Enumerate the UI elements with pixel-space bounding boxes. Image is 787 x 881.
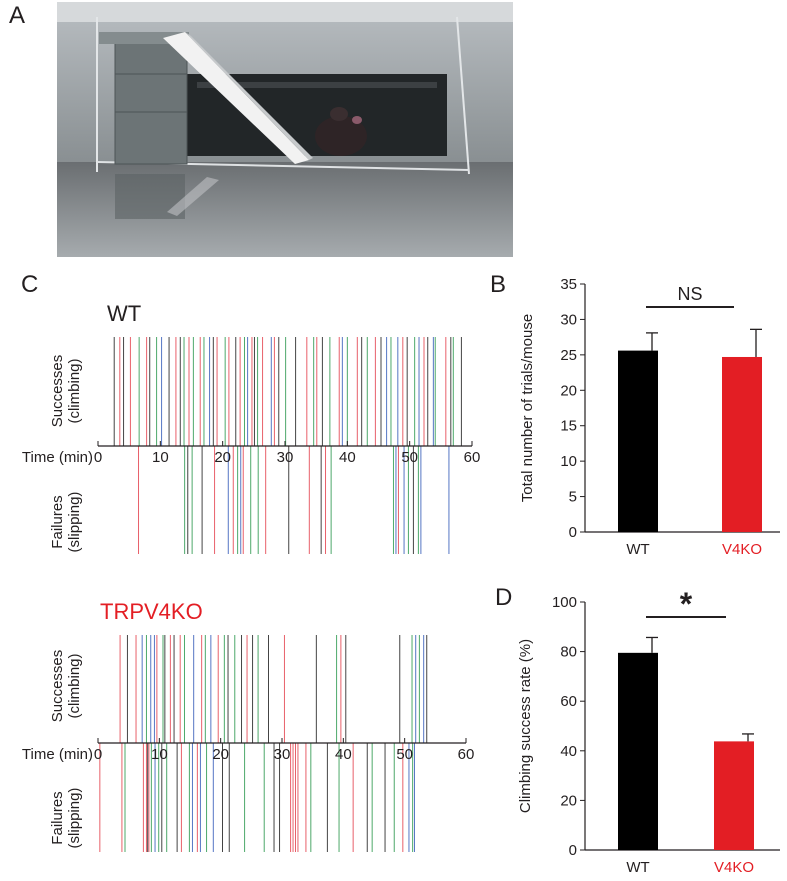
raster-v4ko-tick-label: 30 <box>274 746 291 763</box>
success-label-line1: Successes <box>49 649 66 723</box>
raster-wt-tick-label: 0 <box>94 449 102 466</box>
chart-d-bar-v4ko <box>714 741 754 850</box>
raster-v4ko-tick-label: 20 <box>212 746 229 763</box>
panel-letter-c: C <box>21 271 39 298</box>
raster-v4ko-tick-label: 60 <box>458 746 475 763</box>
raster-wt-failure-label: Failures (slipping) <box>49 477 85 567</box>
raster-wt-success-label: Successes (climbing) <box>49 346 85 436</box>
chart-b-y-tick-label: 20 <box>560 382 577 399</box>
chart-b-y-tick-label: 0 <box>569 524 577 541</box>
chart-b-bar-wt <box>618 350 658 532</box>
experiment-photo <box>57 2 513 257</box>
failure-label-line2: (slipping) <box>66 787 83 849</box>
raster-v4ko-tick-label: 10 <box>151 746 168 763</box>
raster-title-wt: WT <box>107 301 142 326</box>
chart-b-y-tick-label: 35 <box>560 276 577 293</box>
chart-d-y-tick-label: 80 <box>560 644 577 661</box>
chart-b-y-tick-label: 30 <box>560 311 577 328</box>
raster-wt-tick-label: 10 <box>152 449 169 466</box>
chart-d-y-tick-label: 100 <box>552 594 577 611</box>
chart-b-significance-label: NS <box>677 284 702 304</box>
chart-d-significance-label: * <box>680 586 693 622</box>
chart-d-bar-wt <box>618 652 658 850</box>
chart-d-y-tick-label: 40 <box>560 743 577 760</box>
chart-d-y-tick-label: 20 <box>560 792 577 809</box>
panel-letter-d: D <box>495 584 513 611</box>
raster-v4ko-success-label: Successes (climbing) <box>49 641 85 731</box>
success-label-line2: (climbing) <box>66 653 83 719</box>
raster-wt-tick-label: 40 <box>339 449 356 466</box>
failure-label-line2: (slipping) <box>66 491 83 553</box>
chart-b-y-tick-label: 15 <box>560 418 577 435</box>
success-label-line1: Successes <box>49 354 66 428</box>
chart-b-y-tick-label: 10 <box>560 453 577 470</box>
raster-title-v4ko: TRPV4KO <box>100 599 203 624</box>
chart-b-bar-v4ko <box>722 356 762 532</box>
raster-wt-time-label: Time (min) <box>22 449 93 466</box>
chart-b-y-tick-label: 25 <box>560 347 577 364</box>
raster-wt-tick-label: 20 <box>214 449 231 466</box>
chart-b-category-label: V4KO <box>722 541 762 558</box>
chart-d-y-tick-label: 60 <box>560 693 577 710</box>
raster-v4ko-failure-label: Failures (slipping) <box>49 773 85 863</box>
raster-v4ko-time-label: Time (min) <box>22 746 93 763</box>
chart-d-y-label: Climbing success rate (%) <box>517 639 534 813</box>
chart-d-category-label: V4KO <box>714 859 754 876</box>
success-label-line2: (climbing) <box>66 358 83 424</box>
raster-wt-tick-label: 60 <box>464 449 481 466</box>
raster-wt-tick-label: 30 <box>277 449 294 466</box>
raster-wt-tick-label: 50 <box>401 449 418 466</box>
chart-b-y-tick-label: 5 <box>569 489 577 506</box>
chart-b-y-label: Total number of trials/mouse <box>519 314 536 502</box>
failure-label-line1: Failures <box>49 791 66 845</box>
chart-b-category-label: WT <box>626 541 649 558</box>
panel-letter-a: A <box>9 2 26 29</box>
chart-d-category-label: WT <box>626 859 649 876</box>
raster-v4ko-tick-label: 50 <box>396 746 413 763</box>
panel-letter-b: B <box>490 271 507 298</box>
raster-v4ko-tick-label: 0 <box>94 746 102 763</box>
raster-v4ko-tick-label: 40 <box>335 746 352 763</box>
photo-illustration <box>57 2 513 257</box>
chart-d-y-tick-label: 0 <box>569 842 577 859</box>
failure-label-line1: Failures <box>49 495 66 549</box>
